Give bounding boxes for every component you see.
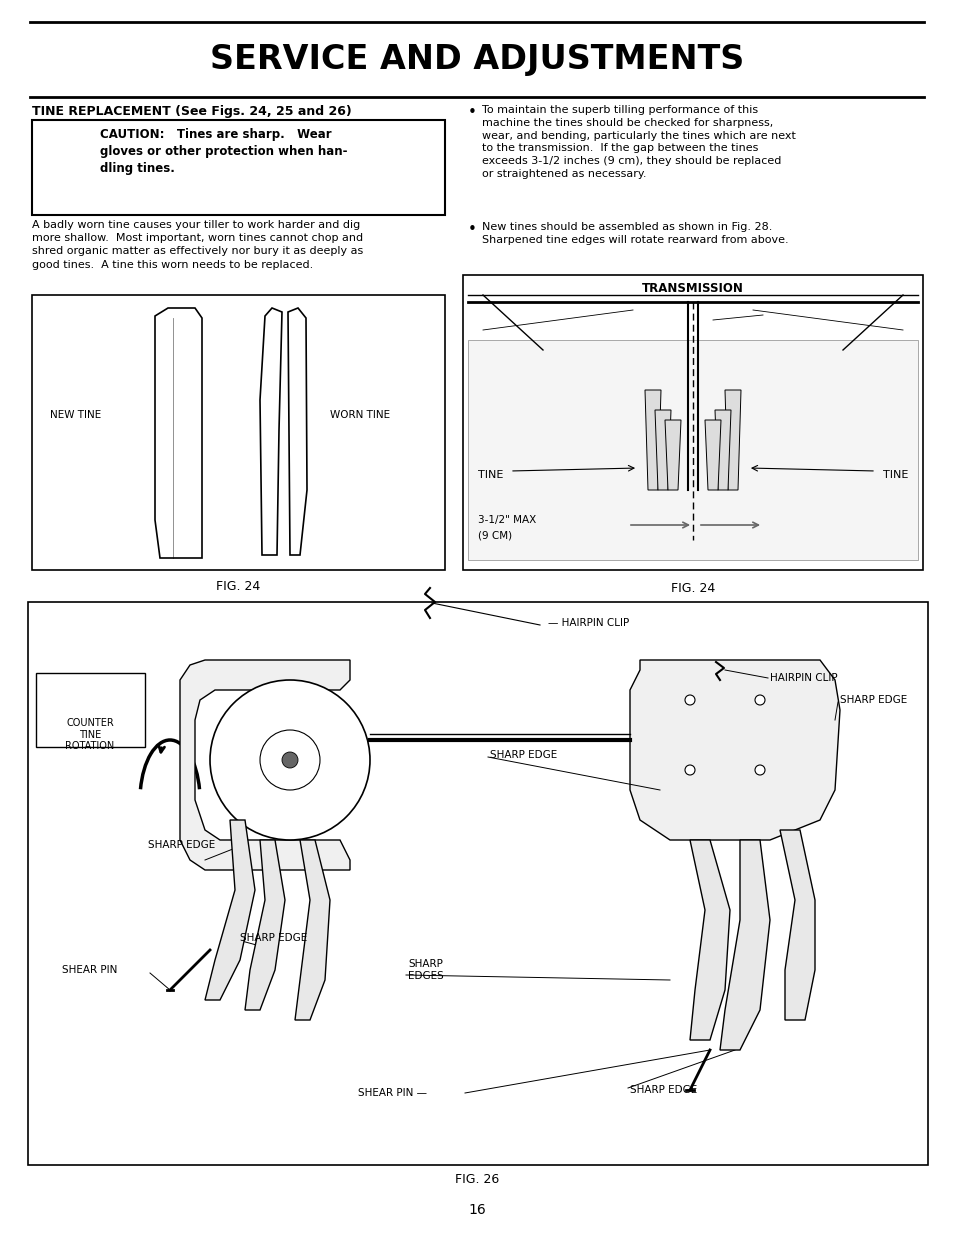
Text: WORN TINE: WORN TINE [330,410,390,420]
Polygon shape [288,308,307,555]
Circle shape [754,764,764,776]
Text: SERVICE AND ADJUSTMENTS: SERVICE AND ADJUSTMENTS [210,42,743,75]
Polygon shape [644,390,660,490]
Text: SHARP EDGE: SHARP EDGE [840,695,906,705]
FancyBboxPatch shape [462,275,923,571]
Polygon shape [205,820,254,1000]
FancyBboxPatch shape [32,120,444,215]
Text: SHARP
EDGES: SHARP EDGES [408,960,443,981]
Text: SHEAR PIN —: SHEAR PIN — [357,1088,427,1098]
Polygon shape [704,420,720,490]
Polygon shape [46,1053,90,1098]
FancyBboxPatch shape [36,673,145,747]
Text: SHEAR PIN: SHEAR PIN [62,965,117,974]
Circle shape [61,1055,75,1070]
Polygon shape [720,840,769,1050]
Text: TRANSMISSION: TRANSMISSION [641,282,743,295]
Circle shape [754,695,764,705]
Text: NEW TINE: NEW TINE [50,410,101,420]
Polygon shape [245,840,285,1010]
Text: FIG. 24: FIG. 24 [670,582,715,595]
FancyBboxPatch shape [468,340,917,559]
Circle shape [260,730,319,790]
Text: TINE: TINE [882,471,907,480]
Circle shape [210,680,370,840]
Text: SHARP EDGE: SHARP EDGE [490,750,557,760]
Polygon shape [655,410,670,490]
Text: SHARP EDGE: SHARP EDGE [240,932,307,944]
Text: TINE REPLACEMENT (See Figs. 24, 25 and 26): TINE REPLACEMENT (See Figs. 24, 25 and 2… [32,105,352,119]
Text: •: • [468,222,476,237]
Text: HAIRPIN CLIP: HAIRPIN CLIP [769,673,837,683]
Polygon shape [260,308,282,555]
Text: SHARP EDGE: SHARP EDGE [629,1086,697,1095]
Circle shape [282,752,297,768]
Text: To maintain the superb tilling performance of this
machine the tines should be c: To maintain the superb tilling performan… [481,105,795,179]
Polygon shape [689,840,729,1040]
Text: FIG. 26: FIG. 26 [455,1173,498,1186]
Text: 3-1/2" MAX: 3-1/2" MAX [477,515,536,525]
Polygon shape [180,659,350,869]
Text: A badly worn tine causes your tiller to work harder and dig
more shallow.  Most : A badly worn tine causes your tiller to … [32,220,363,269]
Text: — HAIRPIN CLIP: — HAIRPIN CLIP [547,618,629,629]
Text: (9 CM): (9 CM) [477,530,512,540]
Polygon shape [780,830,814,1020]
Text: COUNTER
TINE
ROTATION: COUNTER TINE ROTATION [66,718,114,751]
Polygon shape [664,420,680,490]
Polygon shape [724,390,740,490]
FancyBboxPatch shape [28,601,927,1165]
Circle shape [684,695,695,705]
FancyBboxPatch shape [32,295,444,571]
Polygon shape [714,410,730,490]
Text: SHARP EDGE: SHARP EDGE [148,840,215,850]
Text: TINE: TINE [477,471,503,480]
Polygon shape [154,308,202,558]
Text: FIG. 24: FIG. 24 [216,580,260,593]
Text: CAUTION:   Tines are sharp.   Wear
gloves or other protection when han-
dling ti: CAUTION: Tines are sharp. Wear gloves or… [100,128,347,175]
Polygon shape [629,659,840,840]
Polygon shape [294,840,330,1020]
Text: •: • [468,105,476,120]
Text: 16: 16 [468,1203,485,1216]
Circle shape [684,764,695,776]
Text: New tines should be assembled as shown in Fig. 28.
Sharpened tine edges will rot: New tines should be assembled as shown i… [481,222,788,245]
Text: !: ! [65,1067,71,1081]
